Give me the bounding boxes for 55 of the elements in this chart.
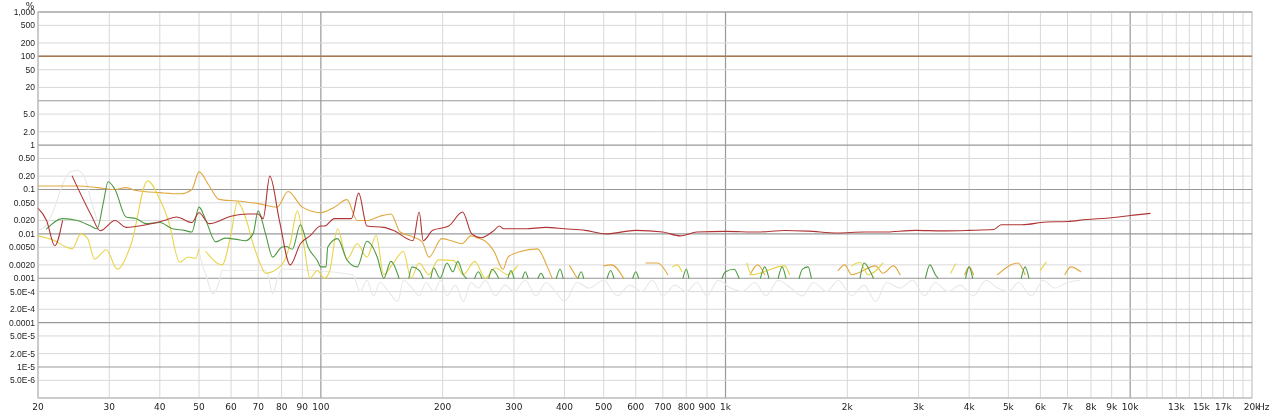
x-tick-label: 5k	[1002, 402, 1015, 412]
x-tick-label: 300	[505, 402, 523, 412]
x-tick-label: 100	[312, 402, 330, 412]
y-tick-label: 200	[20, 37, 36, 48]
x-tick-label: 9k	[1106, 402, 1118, 412]
y-tick-label: 0.0001	[9, 317, 36, 328]
y-tick-label: 0.001	[13, 273, 36, 284]
x-tick-label: 50	[193, 402, 206, 412]
y-tick-label: 2.0E-5	[9, 348, 36, 359]
y-tick-label: 5.0	[23, 109, 36, 120]
x-tick-label: 700	[654, 402, 672, 412]
y-tick-label: 2.0E-4	[9, 304, 36, 315]
x-tick-label: 15k	[1193, 402, 1211, 412]
y-tick-label: 5.0E-6	[9, 375, 36, 386]
x-tick-label: 60	[225, 402, 238, 412]
y-tick-label: 5.0E-5	[9, 330, 36, 341]
y-tick-label: 5.0E-4	[9, 286, 36, 297]
x-tick-label: 17k	[1215, 402, 1233, 412]
x-tick-label: 40	[154, 402, 166, 412]
x-tick-label: 20	[32, 402, 44, 412]
y-tick-label: 500	[20, 20, 36, 31]
y-tick-label: 50	[25, 64, 36, 75]
y-tick-label: 100	[20, 51, 36, 62]
y-tick-label: 0.1	[23, 184, 36, 195]
y-tick-label: 20	[25, 82, 36, 93]
x-tick-label: 800	[677, 402, 696, 412]
x-tick-label: 600	[627, 402, 645, 412]
x-tick-label: 7k	[1062, 402, 1074, 412]
y-tick-label: 0.01	[18, 228, 36, 239]
x-axis-title: Hz	[1258, 402, 1270, 412]
y-tick-label: 0.0020	[9, 259, 36, 270]
y-tick-label: 2.0	[23, 126, 36, 137]
x-tick-label: 500	[595, 402, 613, 412]
y-tick-label: 0.0050	[9, 242, 36, 253]
x-tick-label: 400	[555, 402, 574, 412]
y-tick-label: 1E-5	[17, 361, 36, 372]
x-tick-label: 8k	[1085, 402, 1098, 412]
x-tick-label: 6k	[1034, 402, 1047, 412]
x-tick-label: 1k	[720, 402, 732, 412]
x-tick-label: 90	[296, 402, 309, 412]
y-tick-label: 0.050	[13, 197, 36, 208]
x-tick-label: 2k	[841, 402, 854, 412]
x-tick-label: 13k	[1167, 402, 1186, 412]
y-tick-label: 0.20	[18, 171, 36, 182]
x-tick-label: 10k	[1121, 402, 1140, 412]
x-tick-label: 200	[434, 402, 452, 412]
x-tick-label: 3k	[913, 402, 925, 412]
x-tick-label: 4k	[963, 402, 976, 412]
x-tick-label: 30	[103, 402, 116, 412]
x-tick-label: 900	[698, 402, 716, 412]
x-tick-label: 80	[275, 402, 288, 412]
y-tick-label: 0.50	[18, 153, 36, 164]
y-tick-label: 1	[30, 140, 36, 151]
y-tick-label: 0.020	[13, 215, 36, 226]
x-tick-label: 70	[252, 402, 265, 412]
